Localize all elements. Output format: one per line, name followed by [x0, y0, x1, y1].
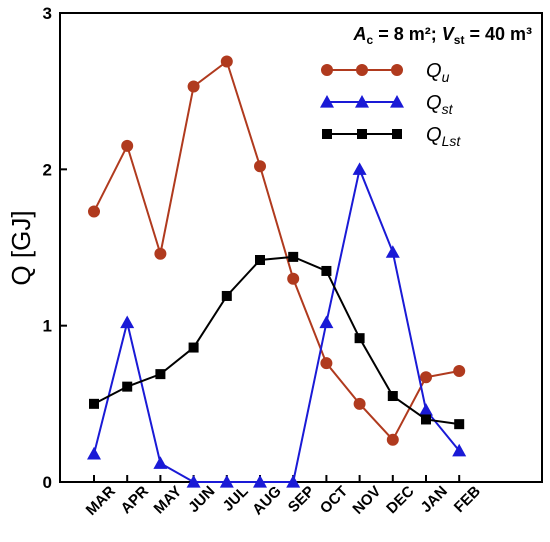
data-point-Qst	[352, 162, 367, 175]
x-tick-label: JUL	[220, 483, 252, 515]
data-point-Qst	[419, 403, 433, 416]
data-point-Qu	[154, 247, 167, 260]
x-tick-label: JUN	[185, 483, 218, 516]
data-point-QLst	[155, 369, 166, 380]
legend-label: Qst	[426, 92, 454, 117]
legend-marker	[356, 64, 368, 76]
annotation-v-sub: st	[454, 33, 465, 47]
legend-item-QLst: QLst	[322, 124, 461, 149]
data-point-QLst	[221, 290, 232, 301]
data-point-Qu	[187, 80, 200, 93]
annotation-a-symbol: A	[353, 24, 367, 44]
data-point-QLst	[321, 265, 332, 276]
y-tick-label: 0	[43, 473, 52, 492]
data-point-QLst	[188, 342, 199, 353]
data-point-Qu	[254, 160, 266, 173]
x-tick-label: DEC	[383, 483, 418, 518]
annotation-a-sub: c	[367, 33, 374, 47]
annotation-v-value: = 40 m³	[464, 24, 532, 44]
data-point-QLst	[89, 398, 99, 409]
data-point-Qst	[186, 475, 201, 488]
data-point-QLst	[454, 419, 465, 430]
legend-marker	[390, 95, 404, 108]
data-point-Qst	[286, 475, 301, 488]
legend-marker	[321, 64, 333, 76]
chart-annotation: Ac = 8 m²; Vst = 40 m³	[353, 24, 532, 47]
series-line-Qst	[93, 165, 460, 483]
legend-marker	[392, 129, 402, 139]
legend-marker	[357, 129, 367, 139]
legend-marker	[355, 95, 369, 108]
y-tick-label: 1	[43, 317, 52, 336]
data-point-QLst	[387, 391, 398, 402]
data-point-Qu	[453, 365, 466, 378]
legend-marker	[320, 95, 334, 108]
data-point-Qu	[353, 397, 366, 410]
data-point-Qst	[319, 315, 334, 329]
series-Qst	[87, 162, 467, 488]
data-point-Qu	[320, 357, 333, 370]
data-point-Qst	[87, 446, 101, 460]
legend-item-Qst: Qst	[320, 92, 454, 117]
data-point-QLst	[354, 333, 365, 344]
x-tick-label: OCT	[317, 483, 351, 517]
data-point-Qst	[153, 456, 168, 469]
legend-label: Qu	[426, 60, 450, 85]
series-QLst	[89, 251, 465, 430]
data-point-Qst	[385, 245, 400, 258]
data-point-Qu	[386, 433, 399, 446]
data-point-Qst	[219, 475, 234, 488]
x-tick-label: FEB	[451, 483, 484, 516]
x-tick-label: JAN	[418, 483, 451, 516]
x-tick-label: MAY	[151, 483, 186, 518]
data-point-Qst	[452, 443, 467, 457]
data-point-QLst	[421, 414, 431, 425]
data-point-QLst	[122, 381, 133, 392]
data-point-Qst	[253, 475, 267, 488]
series-Qu	[88, 55, 466, 446]
data-point-Qst	[120, 315, 135, 329]
data-point-Qu	[420, 371, 432, 384]
y-tick-label: 2	[43, 160, 52, 179]
x-tick-label: SEP	[285, 483, 318, 516]
x-tick-label: NOV	[349, 483, 384, 518]
series-line-QLst	[93, 255, 460, 426]
x-tick-label: APR	[118, 483, 153, 518]
series-line-Qu	[93, 59, 460, 442]
y-axis-label: Q [GJ]	[6, 210, 36, 285]
plot-frame	[59, 12, 543, 483]
annotation-v-symbol: V	[442, 24, 456, 44]
legend-marker	[391, 64, 403, 76]
data-point-Qu	[121, 139, 134, 152]
data-point-QLst	[288, 251, 299, 262]
y-tick-label: 3	[43, 4, 52, 23]
x-tick-label: MAR	[83, 483, 119, 519]
legend-label: QLst	[426, 124, 461, 149]
x-tick-label: AUG	[249, 483, 285, 519]
legend-marker	[322, 129, 332, 139]
legend: Qu Qst QLst	[320, 60, 461, 149]
legend-item-Qu: Qu	[321, 60, 450, 85]
annotation-a-value: = 8 m²;	[373, 24, 442, 44]
series-layer	[87, 55, 467, 488]
data-point-QLst	[255, 255, 265, 266]
data-point-Qu	[287, 272, 300, 285]
data-point-Qu	[88, 205, 100, 218]
data-point-Qu	[220, 55, 233, 68]
